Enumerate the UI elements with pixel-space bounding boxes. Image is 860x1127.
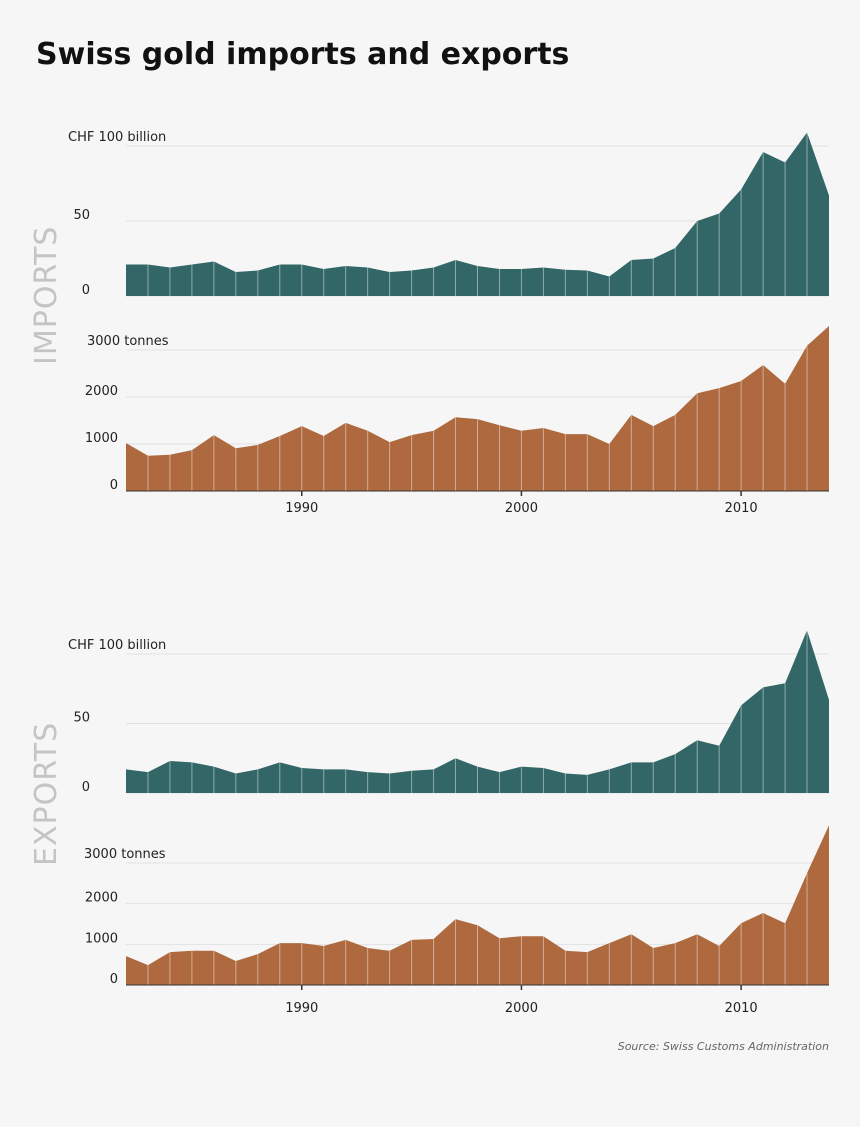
x-tick-label: 2010	[725, 1001, 758, 1016]
section-label-imports: IMPORTS	[29, 226, 64, 365]
y-tick-label: 50	[73, 208, 90, 223]
x-tick-label: 1990	[285, 1001, 318, 1016]
y-tick-label: 2000	[85, 891, 118, 906]
panel-imports-volume: 0 1000 2000 3000 tonnes 1990 2000 2010	[85, 326, 829, 516]
y-tick-label: 0	[110, 972, 118, 987]
y-tick-label: 0	[82, 780, 90, 795]
y-tick-label: 50	[73, 711, 90, 726]
area-imports-volume	[126, 326, 829, 491]
y-tick-label: 0	[110, 478, 118, 493]
y-unit-label: 3000 tonnes	[87, 334, 169, 349]
area-exports-volume	[126, 825, 829, 985]
x-tick-label: 1990	[285, 501, 318, 516]
y-unit-label: CHF 100 billion	[68, 130, 166, 145]
chart-title: Swiss gold imports and exports	[36, 37, 569, 72]
y-tick-label: 1000	[85, 431, 118, 446]
x-tick-label: 2010	[725, 501, 758, 516]
y-tick-label: 1000	[85, 931, 118, 946]
x-tick-label: 2000	[505, 1001, 538, 1016]
area-imports-value	[126, 132, 829, 296]
panel-imports-value: 0 50 CHF 100 billion	[68, 130, 829, 298]
y-unit-label: CHF 100 billion	[68, 638, 166, 653]
section-label-exports: EXPORTS	[29, 722, 64, 866]
y-unit-label: 3000 tonnes	[84, 847, 166, 862]
area-exports-value	[126, 630, 829, 793]
source-note: Source: Swiss Customs Administration	[618, 1040, 829, 1053]
y-tick-label: 2000	[85, 384, 118, 399]
x-tick-label: 2000	[505, 501, 538, 516]
panel-exports-value: 0 50 CHF 100 billion	[68, 630, 829, 795]
panel-exports-volume: 0 1000 2000 3000 tonnes 1990 2000 2010	[84, 825, 829, 1016]
y-tick-label: 0	[82, 283, 90, 298]
